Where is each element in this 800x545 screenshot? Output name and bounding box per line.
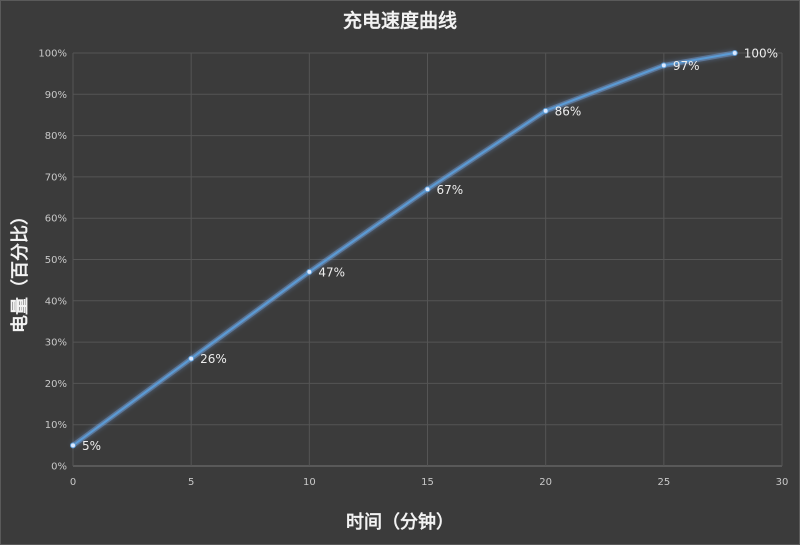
data-point [731, 50, 738, 56]
data-label: 100% [744, 47, 778, 61]
axis-ticks: 0% 10% 20% 30% 40% 50% 60% 70% 80% 90% 100% 0 5 10 15 2… [38, 49, 788, 489]
y-tick-label: 10% [45, 420, 67, 431]
x-tick-label: 0 [70, 477, 76, 488]
gridlines [72, 52, 783, 467]
chart-title: 充电速度曲线 [342, 10, 457, 32]
data-point [542, 107, 549, 114]
y-tick-label: 40% [45, 296, 67, 307]
y-tick-label: 30% [45, 338, 67, 349]
series-layer [70, 50, 738, 449]
data-point [306, 268, 313, 275]
x-axis-label: 时间（分钟） [346, 512, 454, 533]
series-line [72, 52, 735, 447]
x-tick-label: 10 [303, 477, 316, 488]
y-tick-label: 0% [51, 462, 67, 473]
y-tick-label: 50% [45, 255, 67, 266]
data-point [660, 62, 667, 69]
data-point [424, 186, 431, 193]
x-tick-label: 20 [539, 477, 552, 488]
y-tick-label: 20% [45, 379, 67, 390]
y-tick-label: 100% [38, 49, 67, 60]
data-label: 26% [200, 352, 227, 366]
y-tick-label: 60% [45, 214, 67, 225]
x-tick-label: 30 [776, 477, 789, 488]
x-tick-label: 15 [421, 477, 434, 488]
x-tick-label: 5 [188, 477, 194, 488]
series-line-glow [71, 50, 736, 448]
y-tick-label: 80% [45, 131, 67, 142]
data-label: 47% [318, 265, 345, 279]
data-label: 67% [437, 183, 464, 197]
data-point [188, 355, 195, 362]
data-label: 5% [82, 439, 101, 453]
y-tick-label: 70% [45, 172, 67, 183]
x-tick-label: 25 [657, 477, 670, 488]
y-tick-label: 90% [45, 90, 67, 101]
data-point [70, 442, 76, 449]
data-labels: 5% 26% 47% 67% 86% 97% 100% [82, 47, 778, 453]
data-label: 86% [555, 104, 582, 118]
data-label: 97% [673, 59, 700, 73]
